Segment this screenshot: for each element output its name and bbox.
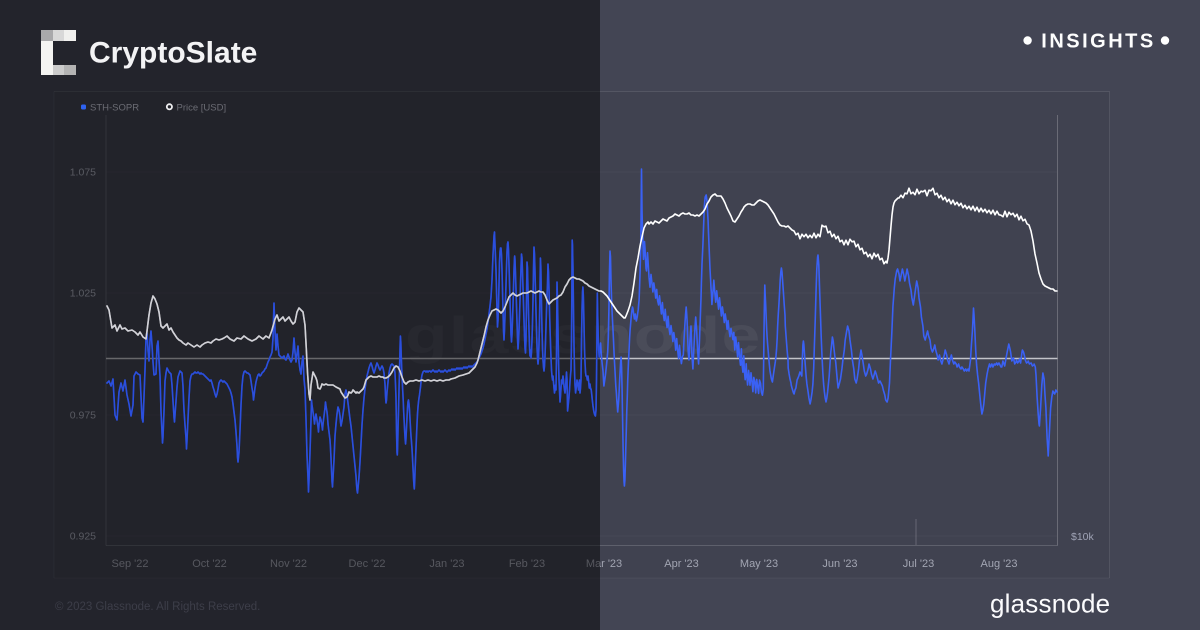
svg-text:STH-SOPR: STH-SOPR [90, 103, 139, 114]
svg-text:Jan '23: Jan '23 [429, 558, 464, 570]
svg-text:Sep '22: Sep '22 [112, 558, 149, 570]
svg-text:Feb '23: Feb '23 [509, 558, 545, 570]
svg-text:glassnode: glassnode [990, 589, 1110, 619]
svg-text:0.925: 0.925 [70, 531, 96, 543]
svg-text:Jul '23: Jul '23 [903, 558, 934, 570]
svg-text:Dec '22: Dec '22 [349, 558, 386, 570]
svg-text:0.975: 0.975 [70, 410, 96, 422]
svg-text:May '23: May '23 [740, 558, 778, 570]
svg-text:1.025: 1.025 [70, 288, 96, 300]
svg-text:Mar '23: Mar '23 [586, 558, 622, 570]
svg-text:$10k: $10k [1071, 531, 1095, 543]
svg-text:© 2023 Glassnode. All Rights R: © 2023 Glassnode. All Rights Reserved. [55, 601, 260, 613]
svg-text:Jun '23: Jun '23 [822, 558, 857, 570]
svg-text:Aug '23: Aug '23 [981, 558, 1018, 570]
svg-text:1.075: 1.075 [70, 167, 96, 179]
svg-text:Oct '22: Oct '22 [192, 558, 227, 570]
svg-text:Nov '22: Nov '22 [270, 558, 307, 570]
svg-text:CryptoSlate: CryptoSlate [89, 37, 257, 70]
svg-text:INSIGHTS: INSIGHTS [1041, 31, 1155, 53]
svg-text:Price [USD]: Price [USD] [177, 103, 227, 114]
svg-text:Apr '23: Apr '23 [664, 558, 699, 570]
